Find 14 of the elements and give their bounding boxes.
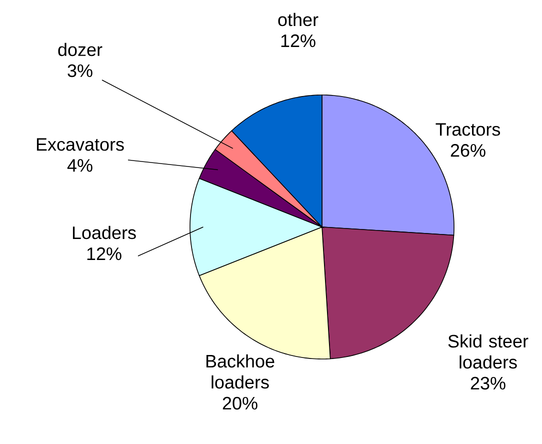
slice-label: other [278,12,318,26]
slice-label: Skid steer loaders [448,334,528,369]
data-label: 23% [470,376,506,390]
slice-label: Backhoe loaders [206,354,274,389]
slice-label: dozer [58,42,102,56]
slice-label: Excavators [36,138,124,151]
data-label: 4% [67,159,92,172]
slice-label: Tractors [436,123,500,136]
data-label: 26% [450,144,486,157]
data-label: 12% [87,247,122,260]
data-label: 12% [281,34,316,48]
slice-label: Loaders [72,226,136,240]
data-label: 20% [222,396,258,410]
data-label: 3% [68,64,92,78]
